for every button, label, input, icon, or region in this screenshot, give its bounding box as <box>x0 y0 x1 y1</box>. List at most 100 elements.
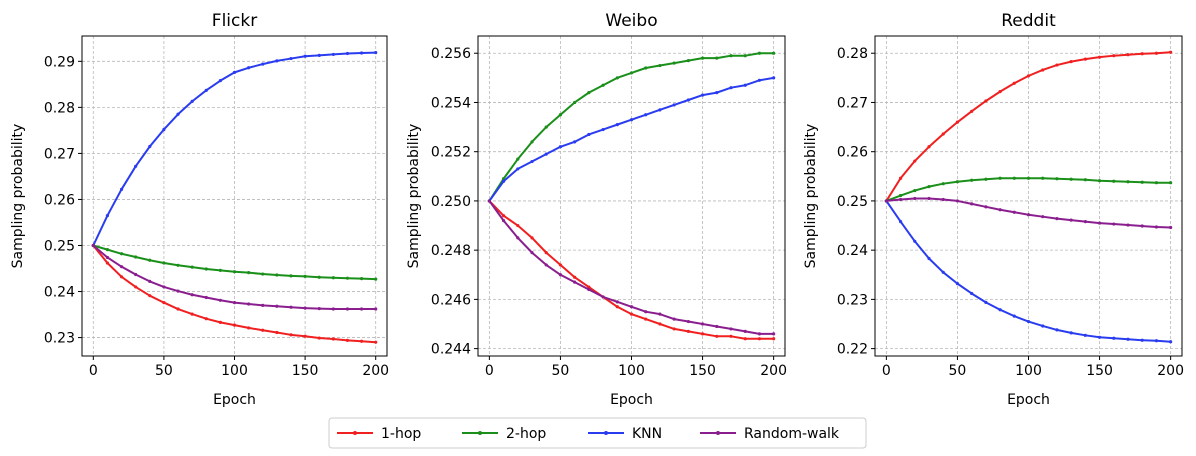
data-point-random-walk <box>672 317 676 321</box>
y-tick-label: 0.23 <box>44 331 75 347</box>
data-point-random-walk <box>105 255 110 260</box>
data-point-knn <box>331 52 335 57</box>
data-point-knn <box>941 270 945 274</box>
data-point-1-hop <box>119 275 124 279</box>
data-point-1-hop <box>1126 53 1130 57</box>
data-point-1-hop <box>984 99 988 103</box>
data-point-random-walk <box>289 305 293 309</box>
data-point-knn <box>176 112 180 116</box>
chart-title-weibo: Weibo <box>605 11 657 31</box>
data-point-knn <box>629 118 634 122</box>
data-point-2-hop <box>970 178 974 182</box>
data-point-random-walk <box>998 208 1002 212</box>
data-point-random-walk <box>148 279 152 284</box>
data-point-1-hop <box>729 334 733 338</box>
data-point-2-hop <box>1026 176 1031 180</box>
legend-item-2-hop: 2-hop <box>462 426 546 442</box>
data-point-1-hop <box>162 300 166 305</box>
data-point-2-hop <box>998 176 1002 180</box>
chart-panel-weibo: 0 50 100 150 200 0.244 0.246 0.248 0.250 0.252 0.2… <box>406 11 787 408</box>
data-point-1-hop <box>672 327 676 331</box>
data-point-knn <box>658 108 662 112</box>
data-point-1-hop <box>615 305 619 309</box>
data-point-1-hop <box>190 312 194 316</box>
data-point-1-hop <box>261 328 265 332</box>
data-point-knn <box>743 83 747 87</box>
data-point-1-hop <box>331 337 335 341</box>
data-point-knn <box>927 256 931 261</box>
data-point-2-hop <box>317 275 321 279</box>
data-point-random-walk <box>1083 220 1087 224</box>
y-tick-label: 0.24 <box>44 285 75 301</box>
data-point-knn <box>544 152 548 156</box>
data-point-1-hop <box>218 320 222 324</box>
data-point-random-walk <box>1112 222 1116 226</box>
data-point-knn <box>261 62 265 66</box>
data-point-1-hop <box>927 145 931 149</box>
data-point-2-hop <box>672 61 676 65</box>
x-tick-label: 100 <box>618 363 645 379</box>
legend-label: Random-walk <box>744 426 840 442</box>
data-point-random-walk <box>700 322 705 326</box>
data-point-2-hop <box>984 177 988 181</box>
y-tick-label: 0.254 <box>431 95 471 111</box>
data-point-random-walk <box>927 196 931 201</box>
x-tick-label: 200 <box>760 363 787 379</box>
data-point-1-hop <box>303 334 307 338</box>
data-point-2-hop <box>927 185 931 189</box>
y-tick-label: 0.246 <box>431 292 471 308</box>
data-point-random-walk <box>1012 210 1016 214</box>
data-point-knn <box>913 239 917 243</box>
data-point-random-walk <box>757 332 762 336</box>
data-point-1-hop <box>686 329 690 333</box>
data-point-knn <box>1126 337 1130 341</box>
data-point-2-hop <box>686 59 690 63</box>
data-point-random-walk <box>941 197 945 202</box>
y-tick-label: 0.26 <box>837 145 868 161</box>
data-point-random-walk <box>601 295 605 299</box>
y-tick-label: 0.25 <box>837 194 868 210</box>
data-point-1-hop <box>176 307 180 311</box>
data-point-knn <box>700 93 705 97</box>
data-point-1-hop <box>629 312 634 316</box>
data-point-2-hop <box>1083 178 1087 182</box>
data-point-1-hop <box>1083 57 1087 61</box>
data-point-random-walk <box>629 305 634 309</box>
data-point-random-walk <box>1126 223 1130 227</box>
data-point-1-hop <box>913 159 917 163</box>
data-point-knn <box>615 123 619 127</box>
chart-panel-flickr: 0 50 100 150 200 0.23 0.24 0.25 0.26 0.27 0.28 0.29… <box>10 11 389 408</box>
data-point-2-hop <box>345 276 350 280</box>
x-tick-label: 100 <box>1015 363 1042 379</box>
y-tick-label: 0.28 <box>837 46 868 62</box>
data-point-2-hop <box>134 255 138 259</box>
legend-marker <box>604 431 608 435</box>
legend-item-1-hop: 1-hop <box>337 426 421 442</box>
data-point-knn <box>1026 319 1031 324</box>
data-point-2-hop <box>913 188 917 193</box>
y-axis-label: Sampling probability <box>10 124 26 269</box>
data-point-2-hop <box>119 252 124 256</box>
y-tick-label: 0.252 <box>431 145 471 161</box>
data-point-knn <box>317 53 321 57</box>
y-tick-label: 0.28 <box>44 100 75 116</box>
data-point-1-hop <box>970 109 974 113</box>
data-point-1-hop <box>530 236 534 240</box>
data-point-knn <box>757 78 762 82</box>
x-tick-label: 150 <box>292 363 319 379</box>
data-point-2-hop <box>1126 180 1130 184</box>
data-point-knn <box>303 54 307 58</box>
x-tick-label: 150 <box>1086 363 1113 379</box>
data-point-knn <box>772 76 776 80</box>
data-point-2-hop <box>615 76 619 80</box>
x-tick-label: 0 <box>89 363 98 379</box>
data-point-random-walk <box>501 219 506 223</box>
data-point-random-walk <box>729 327 733 331</box>
data-point-knn <box>573 140 577 144</box>
data-point-1-hop <box>1169 50 1173 54</box>
data-point-2-hop <box>303 274 307 278</box>
data-point-knn <box>148 144 152 149</box>
data-point-random-walk <box>162 285 166 289</box>
data-point-1-hop <box>105 261 110 265</box>
data-point-1-hop <box>587 285 591 289</box>
